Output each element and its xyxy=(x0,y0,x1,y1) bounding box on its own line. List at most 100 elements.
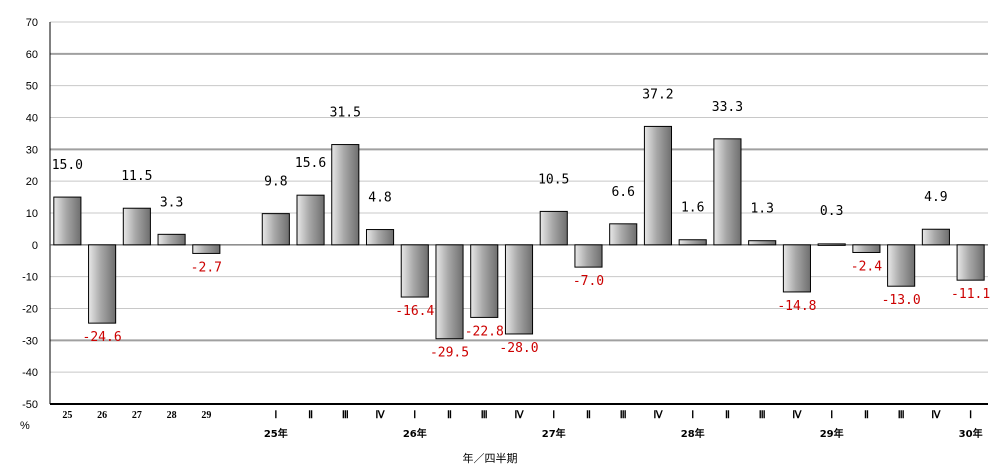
data-label: -7.0 xyxy=(573,274,604,289)
x-tick-label: Ⅲ xyxy=(481,410,488,421)
bar xyxy=(435,244,464,340)
y-tick-label: 0 xyxy=(32,240,38,252)
x-tick-label: Ⅲ xyxy=(759,410,766,421)
bar xyxy=(574,244,603,268)
x-tick-label: Ⅱ xyxy=(725,410,730,421)
gridlines xyxy=(50,21,988,373)
data-label: 15.0 xyxy=(52,158,83,173)
bar xyxy=(400,244,429,298)
bar xyxy=(956,244,985,281)
x-tick-label: Ⅳ xyxy=(792,410,802,421)
bar xyxy=(643,125,673,246)
data-labels: 15.0 -24.6 11.5 3.3 -2.7 9.8 15.6 31.5 4.8 -16.4 -… xyxy=(52,87,990,360)
data-label: -11.1 xyxy=(951,287,990,302)
x-tick-label: Ⅲ xyxy=(620,410,627,421)
x-tick-label: Ⅱ xyxy=(864,410,869,421)
x-tick-label: 27 xyxy=(132,410,142,421)
data-label: 1.6 xyxy=(681,201,704,216)
x-tick-label: Ⅲ xyxy=(342,410,349,421)
y-axis-unit: % xyxy=(20,420,30,432)
year-labels: 25年 26年 27年 28年 29年 30年 xyxy=(264,427,983,440)
data-label: 0.3 xyxy=(820,204,843,219)
data-label: -28.0 xyxy=(499,341,538,356)
data-label: 4.9 xyxy=(924,190,947,205)
year-label: 27年 xyxy=(542,427,566,440)
bar xyxy=(782,244,811,293)
y-tick-label: 10 xyxy=(26,208,38,220)
data-label: -13.0 xyxy=(882,293,921,308)
year-label: 29年 xyxy=(820,427,844,440)
year-label: 30年 xyxy=(959,427,983,440)
bar xyxy=(748,240,777,246)
data-label: 3.3 xyxy=(160,195,183,210)
y-tick-label: -10 xyxy=(22,272,38,284)
x-tick-label: Ⅱ xyxy=(586,410,591,421)
y-tick-label: 40 xyxy=(26,113,38,125)
x-tick-label: Ⅳ xyxy=(375,410,385,421)
x-tick-label: Ⅰ xyxy=(969,410,972,421)
year-label: 25年 xyxy=(264,427,288,440)
data-label: -14.8 xyxy=(777,299,816,314)
bar xyxy=(157,233,186,246)
year-label: 26年 xyxy=(403,427,427,440)
bar xyxy=(539,210,568,246)
y-tick-label: 60 xyxy=(26,49,38,61)
x-tick-label: 29 xyxy=(201,410,211,421)
data-label: 31.5 xyxy=(330,106,361,121)
x-tick-label: Ⅱ xyxy=(308,410,313,421)
y-tick-label: -40 xyxy=(22,367,38,379)
y-tick-label: -50 xyxy=(22,399,38,411)
x-tick-label: Ⅳ xyxy=(514,410,524,421)
data-label: 11.5 xyxy=(121,169,152,184)
data-label: -22.8 xyxy=(465,324,504,339)
bar xyxy=(713,138,742,246)
bar xyxy=(921,228,950,246)
x-tick-label: Ⅰ xyxy=(413,410,416,421)
bar xyxy=(504,244,534,335)
bar xyxy=(852,244,881,253)
bar xyxy=(365,229,395,246)
data-label: 1.3 xyxy=(750,202,773,217)
data-label: -16.4 xyxy=(395,304,434,319)
data-label: 9.8 xyxy=(264,175,287,190)
data-label: 15.6 xyxy=(295,156,326,171)
category-labels: 25 26 27 28 29 Ⅰ Ⅱ Ⅲ Ⅳ Ⅰ Ⅱ Ⅲ Ⅳ Ⅰ Ⅱ Ⅲ Ⅳ Ⅰ Ⅱ Ⅲ Ⅳ Ⅰ Ⅱ Ⅲ Ⅳ Ⅰ xyxy=(62,410,972,421)
bar xyxy=(261,213,290,246)
data-label: -2.4 xyxy=(851,259,882,274)
x-tick-label: Ⅳ xyxy=(653,410,663,421)
data-label: 33.3 xyxy=(712,100,743,115)
x-tick-label: 28 xyxy=(167,410,177,421)
y-tick-label: 50 xyxy=(26,81,38,93)
bar xyxy=(192,244,221,254)
bar xyxy=(122,207,151,246)
bar xyxy=(53,196,82,246)
y-tick-label: 70 xyxy=(26,17,38,29)
x-tick-label: Ⅱ xyxy=(447,410,452,421)
year-label: 28年 xyxy=(681,427,705,440)
y-tick-label: -30 xyxy=(22,335,38,347)
x-axis-title: 年／四半期 xyxy=(463,451,518,465)
x-tick-label: Ⅰ xyxy=(691,410,694,421)
x-tick-label: 25 xyxy=(62,410,72,421)
x-tick-label: Ⅰ xyxy=(830,410,833,421)
data-label: 6.6 xyxy=(611,185,634,200)
bar xyxy=(678,239,707,246)
data-label: 4.8 xyxy=(368,191,391,206)
bar xyxy=(296,194,325,246)
y-tick-label: -20 xyxy=(22,304,38,316)
bars xyxy=(53,125,985,340)
data-label: -2.7 xyxy=(191,260,222,275)
bar xyxy=(88,244,117,324)
x-tick-label: Ⅳ xyxy=(931,410,941,421)
bar xyxy=(817,243,846,246)
bar xyxy=(609,223,638,246)
data-label: -24.6 xyxy=(83,330,122,345)
y-tick-label: 30 xyxy=(26,144,38,156)
bar xyxy=(887,244,916,287)
data-label: 37.2 xyxy=(642,87,673,102)
bar xyxy=(470,244,499,318)
y-tick-label: 20 xyxy=(26,176,38,188)
data-label: 10.5 xyxy=(538,172,569,187)
x-tick-label: 26 xyxy=(97,410,107,421)
